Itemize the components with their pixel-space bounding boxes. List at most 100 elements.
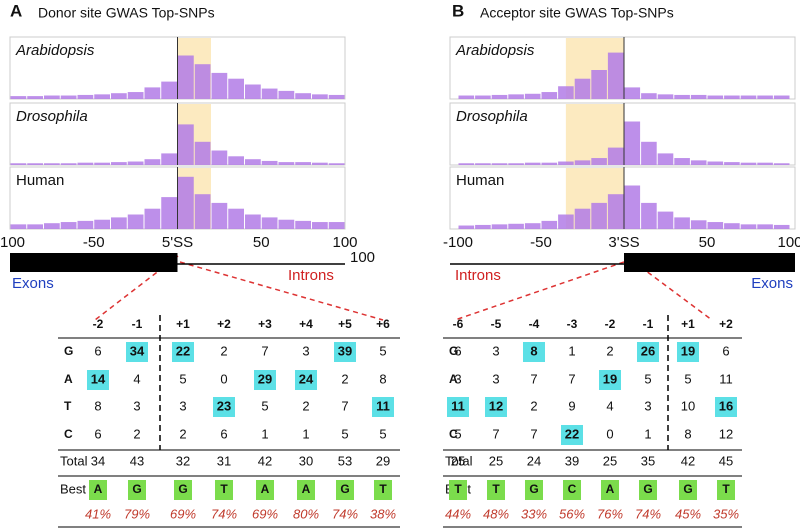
count: 5 — [644, 371, 651, 386]
histogram-bar — [757, 95, 773, 99]
best-percent: 45% — [675, 506, 701, 521]
best-base: G — [529, 482, 538, 496]
count: 23 — [217, 398, 231, 413]
best-box — [717, 480, 735, 500]
histogram-bar — [607, 147, 624, 165]
histogram-bar — [574, 208, 591, 229]
highlight — [254, 370, 276, 390]
best-percent: 41% — [85, 506, 111, 521]
count: 39 — [338, 343, 352, 358]
highlight — [523, 342, 545, 362]
histogram-bar — [475, 95, 491, 99]
histogram-bar — [707, 95, 724, 99]
highlight — [172, 342, 194, 362]
histogram-bar — [111, 217, 127, 229]
histogram-bar — [161, 153, 177, 165]
histogram-bar — [674, 217, 690, 229]
total: 25 — [451, 453, 465, 468]
histogram-bar — [740, 224, 757, 229]
count: 14 — [91, 371, 106, 386]
count: 5 — [341, 426, 348, 441]
histogram-bar — [690, 220, 707, 229]
position-header: +6 — [376, 317, 390, 331]
histogram-bar — [541, 220, 558, 229]
x-tick-label: 100 — [777, 234, 800, 251]
histogram-bar — [724, 223, 740, 229]
highlight — [561, 425, 583, 445]
histogram-bar — [194, 141, 211, 165]
count: 2 — [220, 343, 227, 358]
histogram-bar — [211, 150, 228, 165]
species-label: Drosophila — [16, 108, 88, 125]
highlight — [599, 370, 621, 390]
histogram-bar — [127, 161, 144, 165]
total: 32 — [176, 453, 190, 468]
total: 43 — [130, 453, 144, 468]
best-box — [297, 480, 315, 500]
position-header: +5 — [338, 317, 352, 331]
best-base: A — [94, 482, 103, 496]
count: 22 — [176, 343, 190, 358]
histogram-bar — [111, 93, 127, 99]
best-percent: 35% — [713, 506, 739, 521]
count: 3 — [644, 398, 651, 413]
histogram-bar — [44, 223, 60, 229]
histogram-bar — [707, 161, 724, 165]
count: 2 — [341, 371, 348, 386]
best-base: C — [568, 482, 577, 496]
exon-label: Exons — [12, 275, 54, 292]
histogram-bar — [558, 214, 574, 229]
histogram-bar — [328, 94, 345, 99]
count: 2 — [302, 398, 309, 413]
best-box — [601, 480, 619, 500]
histogram-bar — [194, 194, 211, 229]
histogram-bar — [228, 208, 244, 229]
best-percent: 44% — [445, 506, 471, 521]
histogram-bar — [295, 162, 311, 165]
histogram-bar — [541, 162, 558, 165]
histogram-bar — [278, 162, 295, 165]
total: 35 — [641, 453, 655, 468]
histogram-bar — [740, 95, 757, 99]
histogram-bar — [94, 219, 110, 229]
species-label: Human — [456, 172, 504, 189]
histogram-bar — [144, 208, 161, 229]
count: 3 — [492, 343, 499, 358]
best-box — [449, 480, 467, 500]
count: 7 — [492, 426, 499, 441]
count: 3 — [133, 398, 140, 413]
histogram-bar — [278, 90, 295, 99]
count: 3 — [492, 371, 499, 386]
x-tick-label: 50 — [253, 234, 270, 251]
histogram-bar — [312, 162, 328, 165]
histogram-bar — [245, 159, 261, 165]
histogram-bar — [278, 219, 295, 229]
highlight — [677, 342, 699, 362]
histogram-bar — [508, 94, 524, 99]
x-tick-label: -50 — [83, 234, 105, 251]
count: 5 — [684, 371, 691, 386]
best-percent: 74% — [635, 506, 661, 521]
best-base: G — [178, 482, 187, 496]
histogram-bar — [10, 224, 27, 229]
position-header: -4 — [529, 317, 540, 331]
count: 4 — [606, 398, 613, 413]
count: 2 — [606, 343, 613, 358]
histogram-bar — [127, 214, 144, 229]
best-percent: 69% — [252, 506, 278, 521]
count: 7 — [341, 398, 348, 413]
count: 26 — [641, 343, 655, 358]
count: 3 — [454, 371, 461, 386]
count: 4 — [133, 371, 140, 386]
count: 9 — [568, 398, 575, 413]
best-base: G — [683, 482, 692, 496]
histogram-bar — [44, 95, 60, 99]
histogram-bar — [508, 163, 524, 165]
exon-label: Exons — [751, 275, 793, 292]
count: 19 — [603, 371, 617, 386]
best-base: T — [379, 482, 387, 496]
panel-title: Acceptor site GWAS Top-SNPs — [480, 5, 674, 21]
count: 6 — [220, 426, 227, 441]
count: 5 — [179, 371, 186, 386]
histogram-bar — [60, 95, 77, 99]
